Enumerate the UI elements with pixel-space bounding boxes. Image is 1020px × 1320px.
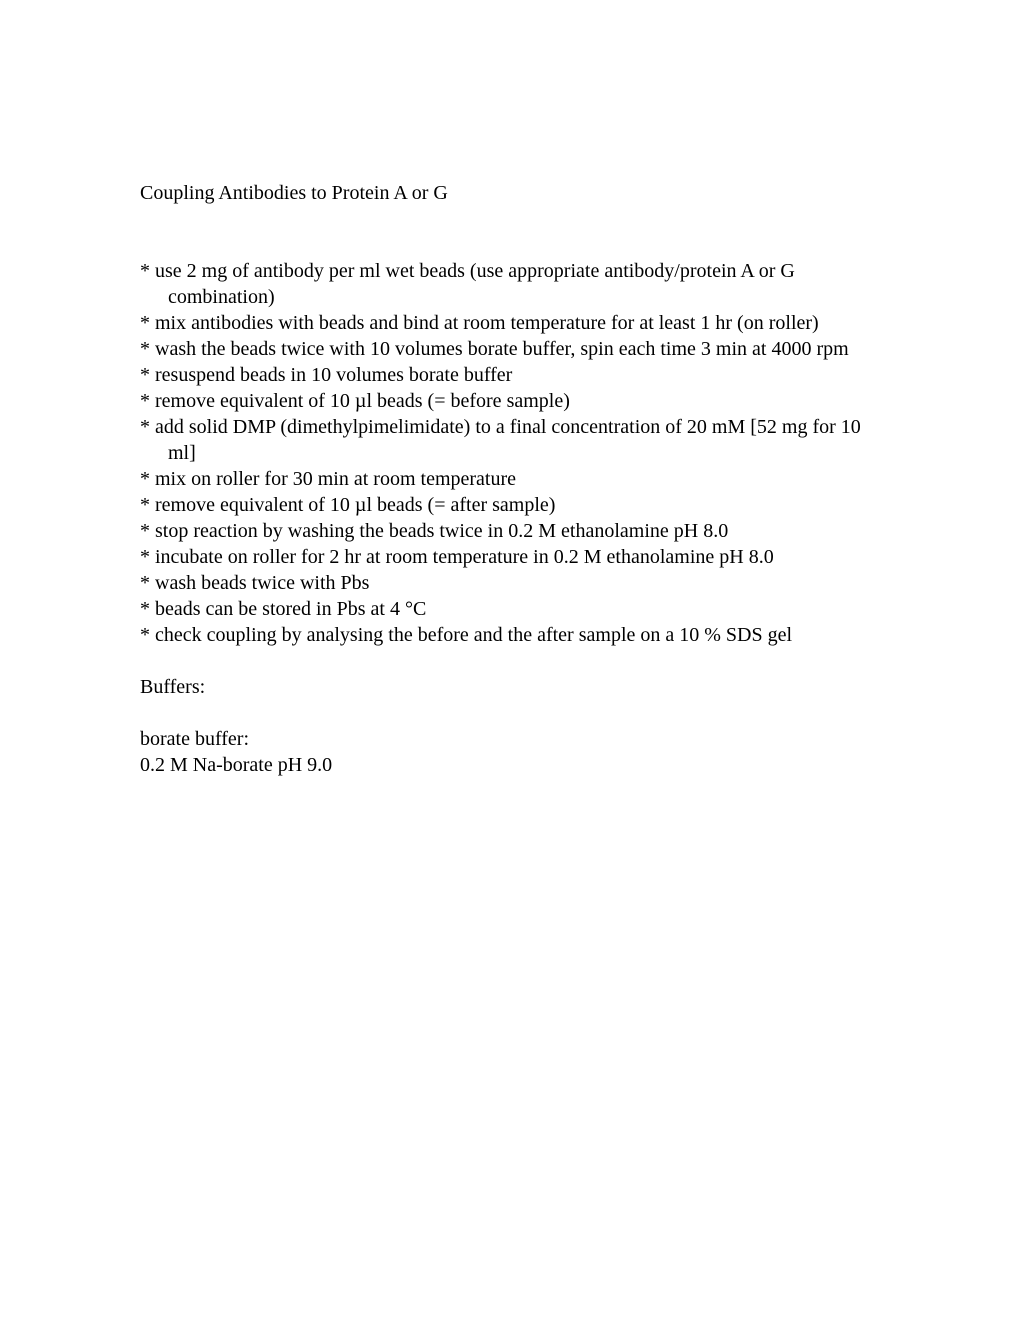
step-item: * add solid DMP (dimethylpimelimidate) t… xyxy=(140,414,880,466)
buffer-composition: 0.2 M Na-borate pH 9.0 xyxy=(140,752,880,778)
step-item: * use 2 mg of antibody per ml wet beads … xyxy=(140,258,880,310)
document-title: Coupling Antibodies to Protein A or G xyxy=(140,180,880,206)
step-item: * incubate on roller for 2 hr at room te… xyxy=(140,544,880,570)
step-item: * remove equivalent of 10 µl beads (= be… xyxy=(140,388,880,414)
step-item: * wash the beads twice with 10 volumes b… xyxy=(140,336,880,362)
buffer-name: borate buffer: xyxy=(140,726,880,752)
step-item: * mix on roller for 30 min at room tempe… xyxy=(140,466,880,492)
buffers-heading: Buffers: xyxy=(140,674,880,700)
protocol-steps: * use 2 mg of antibody per ml wet beads … xyxy=(140,258,880,648)
step-item: * beads can be stored in Pbs at 4 °C xyxy=(140,596,880,622)
step-item: * stop reaction by washing the beads twi… xyxy=(140,518,880,544)
step-item: * remove equivalent of 10 µl beads (= af… xyxy=(140,492,880,518)
step-item: * mix antibodies with beads and bind at … xyxy=(140,310,880,336)
step-item: * resuspend beads in 10 volumes borate b… xyxy=(140,362,880,388)
step-item: * check coupling by analysing the before… xyxy=(140,622,880,648)
step-item: * wash beads twice with Pbs xyxy=(140,570,880,596)
